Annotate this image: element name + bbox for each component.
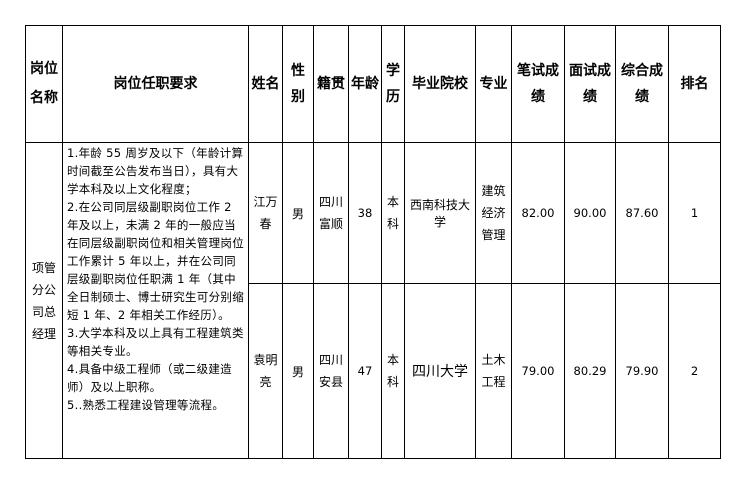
origin-cell: 四川安县 [313, 283, 349, 459]
header-rank: 排名 [668, 25, 721, 143]
major-cell: 土木工程 [475, 283, 512, 459]
gender-cell: 男 [282, 142, 314, 284]
age-cell: 38 [348, 142, 382, 284]
major-cell: 建筑经济管理 [475, 142, 512, 284]
requirements-cell: 1.年龄 55 周岁及以下（年龄计算时间截至公告发布当日），具有大学本科及以上文… [62, 142, 249, 459]
header-requirements: 岗位任职要求 [62, 25, 249, 143]
header-interview: 面试成绩 [564, 25, 616, 143]
candidate-table: 岗位名称 岗位任职要求 姓名 性别 籍贯 年龄 学历 毕业院校 专业 笔试成绩 … [25, 25, 721, 459]
total-cell: 87.60 [615, 142, 669, 284]
header-education: 学历 [381, 25, 405, 143]
header-school: 毕业院校 [404, 25, 476, 143]
written-cell: 82.00 [511, 142, 565, 284]
table-row: 袁明亮 男 四川安县 47 本科 四川大学 土木工程 79.00 80.29 7… [26, 283, 721, 459]
name-cell: 江万春 [248, 142, 283, 284]
rank-cell: 2 [668, 283, 721, 459]
education-cell: 本科 [381, 142, 405, 284]
header-gender: 性别 [282, 25, 314, 143]
written-cell: 79.00 [511, 283, 565, 459]
total-cell: 79.90 [615, 283, 669, 459]
interview-cell: 80.29 [564, 283, 616, 459]
header-total: 综合成绩 [615, 25, 669, 143]
gender-cell: 男 [282, 283, 314, 459]
header-origin: 籍贯 [313, 25, 349, 143]
header-written: 笔试成绩 [511, 25, 565, 143]
header-row: 岗位名称 岗位任职要求 姓名 性别 籍贯 年龄 学历 毕业院校 专业 笔试成绩 … [25, 25, 721, 143]
origin-cell: 四川富顺 [313, 142, 349, 284]
header-name: 姓名 [248, 25, 283, 143]
header-age: 年龄 [348, 25, 382, 143]
header-major: 专业 [475, 25, 512, 143]
table-row: 项管分公司总经理 1.年龄 55 周岁及以下（年龄计算时间截至公告发布当日），具… [25, 142, 721, 459]
school-cell: 西南科技大学 [404, 142, 476, 284]
header-position: 岗位名称 [25, 25, 63, 143]
position-cell: 项管分公司总经理 [25, 142, 63, 459]
school-cell: 四川大学 [404, 283, 476, 459]
education-cell: 本科 [381, 283, 405, 459]
rank-cell: 1 [668, 142, 721, 284]
interview-cell: 90.00 [564, 142, 616, 284]
age-cell: 47 [348, 283, 382, 459]
name-cell: 袁明亮 [248, 283, 283, 459]
